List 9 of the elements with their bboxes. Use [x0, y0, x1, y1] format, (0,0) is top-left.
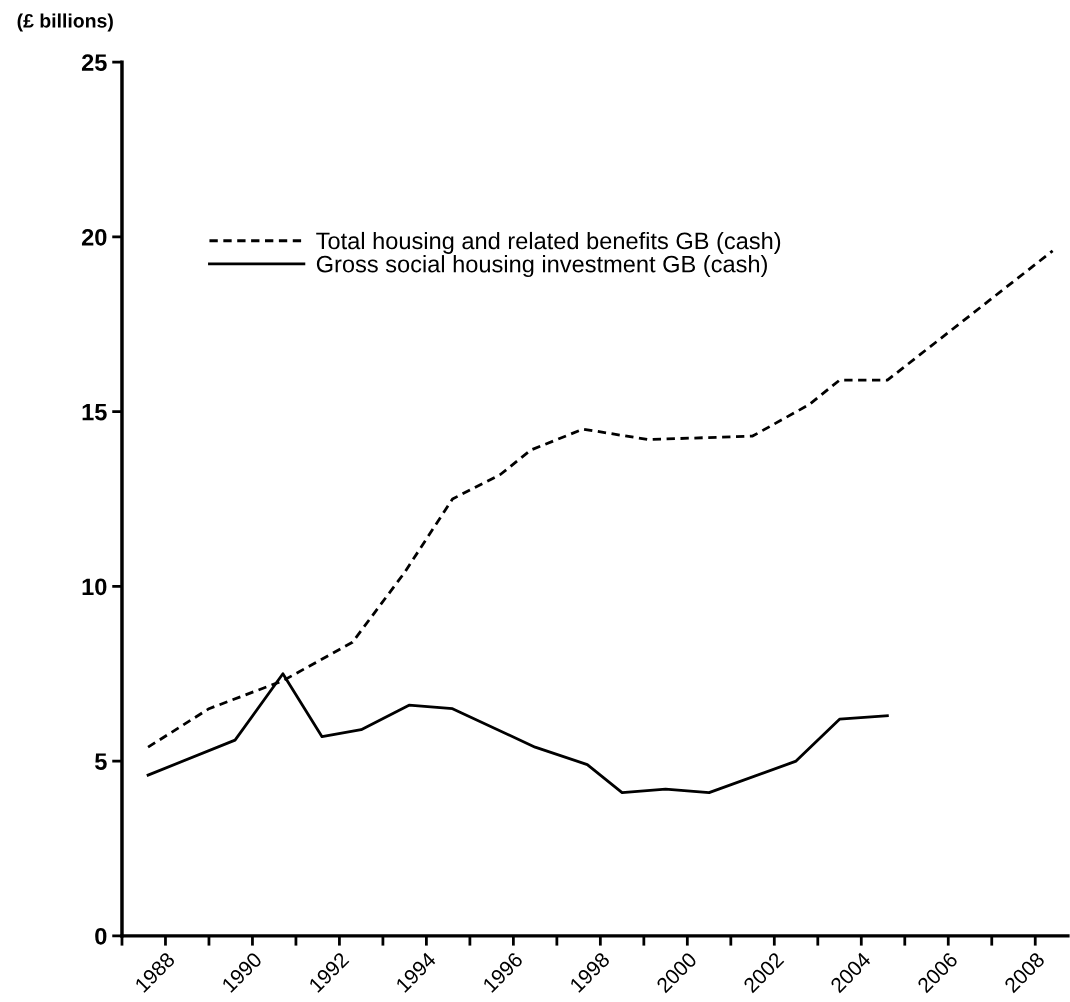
- y-axis-title: (£ billions): [17, 13, 113, 32]
- y-tick-label: 5: [94, 753, 107, 770]
- legend-label: Total housing and related benefits GB (cash): [316, 231, 781, 254]
- y-tick-label: 15: [82, 403, 107, 421]
- y-tick-label: 0: [95, 927, 107, 945]
- y-tick-label: 10: [82, 578, 107, 596]
- y-tick-label: 20: [81, 228, 107, 246]
- legend-label: Gross social housing investment GB (cash): [316, 255, 767, 278]
- y-tick-label: 25: [81, 54, 107, 71]
